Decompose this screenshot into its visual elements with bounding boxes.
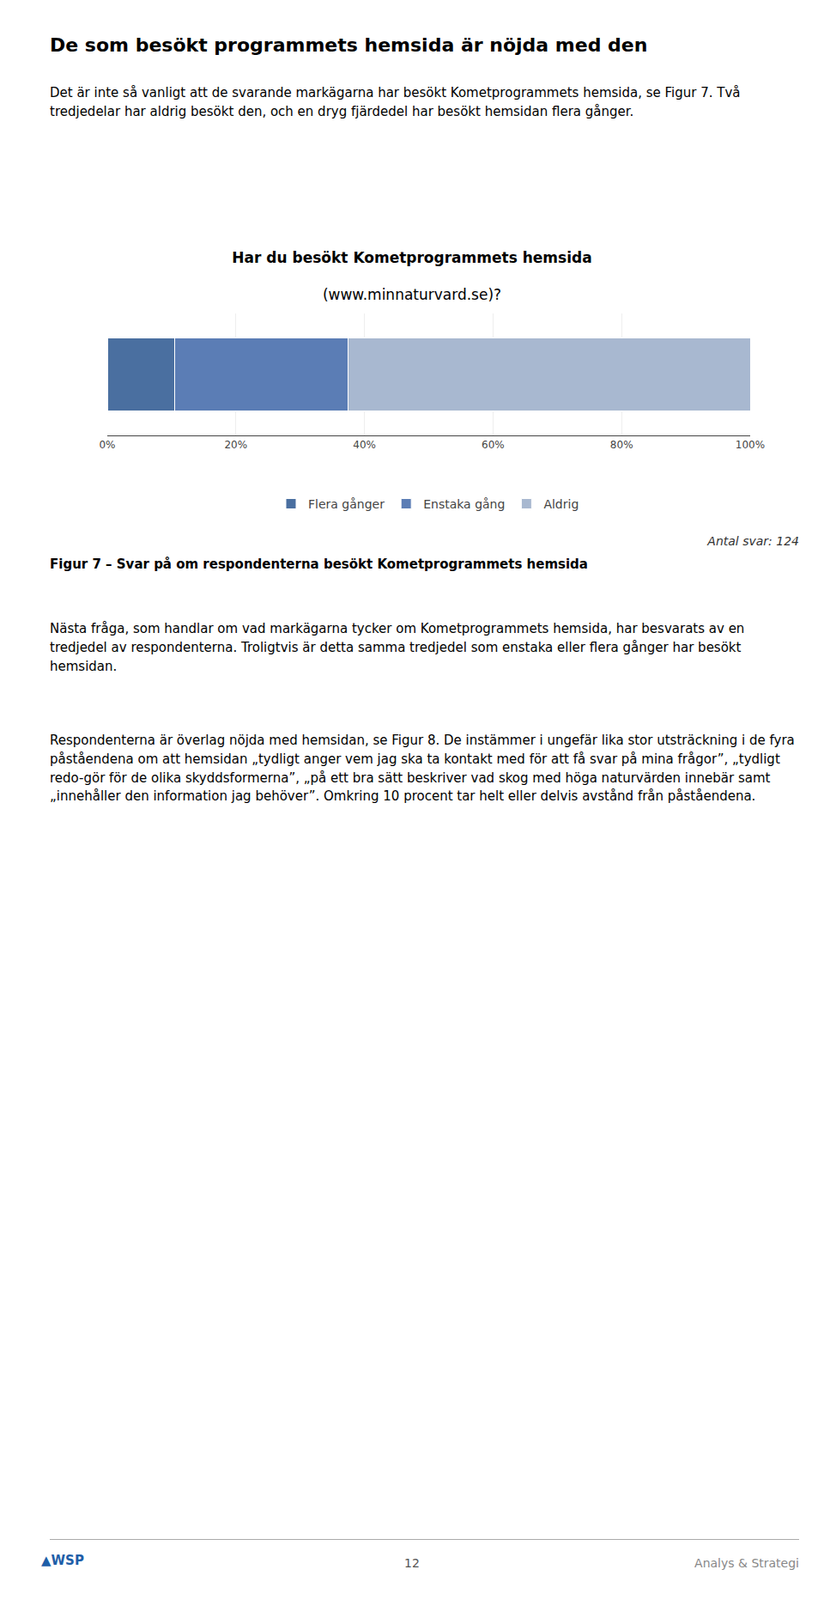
html-text:Det är inte så vanligt att de: Det är inte så vanligt att de svarande m… (49, 84, 741, 120)
svg-text:(www.minnaturvard.se)?: (www.minnaturvard.se)? (322, 285, 502, 303)
html-text:Antal svar: 124: Antal svar: 124 (707, 533, 800, 548)
svg-text:100%: 100% (735, 438, 765, 451)
svg-text:80%: 80% (610, 438, 634, 451)
svg-text:Aldrig: Aldrig (543, 496, 579, 511)
html-text:▲WSP: ▲WSP (41, 1551, 85, 1568)
svg-text:0%: 0% (98, 438, 116, 451)
html-text:Nästa fråga, som handlar om va: Nästa fråga, som handlar om vad markägar… (49, 620, 745, 674)
html-text:De som besökt programmets hems: De som besökt programmets hemsida är nöj… (49, 34, 648, 56)
svg-text:40%: 40% (352, 438, 376, 451)
svg-text:Har du besökt Kometprogrammets: Har du besökt Kometprogrammets hemsida (231, 248, 592, 267)
html-text:Analys & Strategi: Analys & Strategi (694, 1555, 800, 1570)
html-text:12: 12 (404, 1555, 420, 1570)
svg-text:Enstaka gång: Enstaka gång (423, 496, 505, 511)
svg-text:60%: 60% (481, 438, 505, 451)
svg-text:20%: 20% (224, 438, 248, 451)
svg-text:Flera gånger: Flera gånger (308, 496, 385, 511)
html-text:Figur 7 – Svar på om responden: Figur 7 – Svar på om respondenterna besö… (49, 556, 588, 572)
html-text:Respondenterna är överlag nöjd: Respondenterna är överlag nöjda med hems… (49, 732, 795, 804)
